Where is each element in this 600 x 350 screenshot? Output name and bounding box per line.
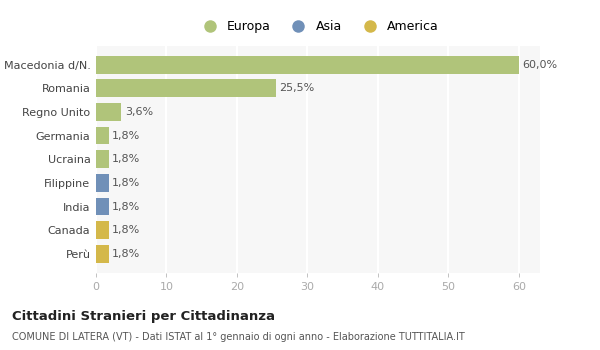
- Text: 25,5%: 25,5%: [279, 83, 314, 93]
- Bar: [96, 127, 109, 145]
- Text: COMUNE DI LATERA (VT) - Dati ISTAT al 1° gennaio di ogni anno - Elaborazione TUT: COMUNE DI LATERA (VT) - Dati ISTAT al 1°…: [12, 332, 465, 343]
- Text: 1,8%: 1,8%: [112, 154, 140, 164]
- Bar: [96, 245, 109, 262]
- Bar: [96, 79, 276, 97]
- Bar: [96, 221, 109, 239]
- Text: 1,8%: 1,8%: [112, 249, 140, 259]
- Text: 1,8%: 1,8%: [112, 202, 140, 211]
- Text: Cittadini Stranieri per Cittadinanza: Cittadini Stranieri per Cittadinanza: [12, 310, 275, 323]
- Bar: [96, 56, 519, 74]
- Text: 60,0%: 60,0%: [523, 60, 557, 70]
- Bar: [96, 198, 109, 215]
- Text: 1,8%: 1,8%: [112, 225, 140, 235]
- Text: 1,8%: 1,8%: [112, 131, 140, 141]
- Bar: [96, 174, 109, 192]
- Text: 3,6%: 3,6%: [125, 107, 153, 117]
- Text: 1,8%: 1,8%: [112, 178, 140, 188]
- Bar: [96, 150, 109, 168]
- Bar: [96, 103, 121, 121]
- Legend: Europa, Asia, America: Europa, Asia, America: [197, 20, 439, 33]
